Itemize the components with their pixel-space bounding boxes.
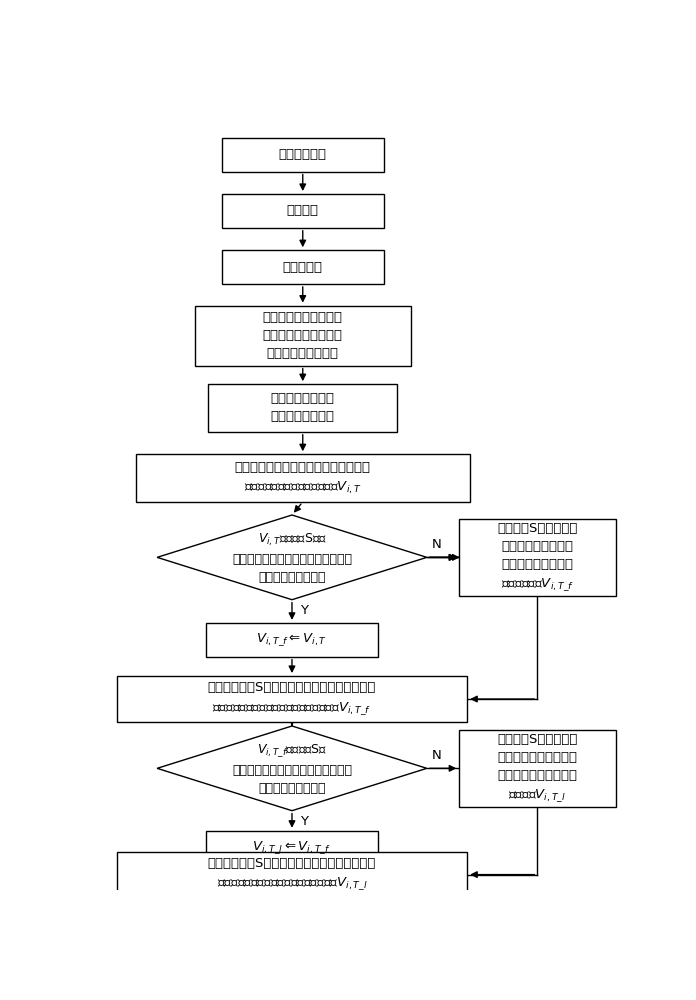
Text: $V_{i,T\_l}\Leftarrow V_{i,T\_f}$: $V_{i,T\_l}\Leftarrow V_{i,T\_f}$: [253, 839, 331, 856]
Polygon shape: [157, 515, 427, 600]
FancyBboxPatch shape: [117, 852, 467, 898]
Text: 译码处理: 译码处理: [287, 204, 319, 217]
FancyBboxPatch shape: [459, 730, 615, 807]
Text: Y: Y: [300, 604, 308, 617]
Text: N: N: [432, 749, 442, 762]
Text: 根据基于S曲线加减速
控制的相邻两段轨迹
中的前段轨迹的路径
长度约束计算$V_{i,T\_f}$: 根据基于S曲线加减速 控制的相邻两段轨迹 中的前段轨迹的路径 长度约束计算$V_…: [497, 522, 578, 593]
Text: 确定相邻两段轨迹衔接
模型，获取待加工相邻
两段轨迹的运动参数: 确定相邻两段轨迹衔接 模型，获取待加工相邻 两段轨迹的运动参数: [263, 311, 342, 360]
Text: 计算在加速度、弓高误差、指令进给速
度和拐角约束条件下衔接点速度$V_{i,T}$: 计算在加速度、弓高误差、指令进给速 度和拐角约束条件下衔接点速度$V_{i,T}…: [235, 461, 371, 496]
FancyBboxPatch shape: [195, 306, 411, 366]
Text: $V_{i,T\_f}\Leftarrow V_{i,T}$: $V_{i,T\_f}\Leftarrow V_{i,T}$: [256, 631, 328, 648]
FancyBboxPatch shape: [117, 676, 467, 722]
Text: 得到满足基于S曲线加减速控制的相邻两段轨迹
中的前段轨迹的路径长度约束的衔接点速度$V_{i,T\_f}$: 得到满足基于S曲线加减速控制的相邻两段轨迹 中的前段轨迹的路径长度约束的衔接点速…: [208, 681, 376, 717]
Text: 计算待加工相邻两
段轨迹的路径长度: 计算待加工相邻两 段轨迹的路径长度: [271, 392, 335, 423]
Text: 译码缓冲区: 译码缓冲区: [283, 261, 323, 274]
Text: $V_{i,T\_f}$满足基于S曲
线加减速控制的相邻两段轨迹中的后
段轨迹路径长度约束: $V_{i,T\_f}$满足基于S曲 线加减速控制的相邻两段轨迹中的后 段轨迹路…: [232, 742, 352, 795]
FancyBboxPatch shape: [206, 623, 379, 657]
Text: 根据基于S曲线加减速
控制的相邻两段轨迹中
的后段轨迹的路径长度
约束计算$V_{i,T\_l}$: 根据基于S曲线加减速 控制的相邻两段轨迹中 的后段轨迹的路径长度 约束计算$V_…: [497, 733, 578, 804]
Text: 得到满足基于S曲线加减速控制的相邻两段轨迹
中的后段轨迹路径长度约束的衔接点速度$V_{i,T\_l}$: 得到满足基于S曲线加减速控制的相邻两段轨迹 中的后段轨迹路径长度约束的衔接点速度…: [208, 857, 376, 892]
Text: $V_{i,T}$满足基于S曲线
加减速控制的相邻两段轨迹中的前段
轨迹的路径长度约束: $V_{i,T}$满足基于S曲线 加减速控制的相邻两段轨迹中的前段 轨迹的路径长…: [232, 531, 352, 584]
FancyBboxPatch shape: [136, 454, 470, 502]
FancyBboxPatch shape: [459, 519, 615, 596]
Polygon shape: [157, 726, 427, 811]
FancyBboxPatch shape: [222, 138, 383, 172]
FancyBboxPatch shape: [208, 384, 397, 432]
FancyBboxPatch shape: [206, 831, 379, 865]
FancyBboxPatch shape: [222, 250, 383, 284]
Text: 数控代码程序: 数控代码程序: [279, 148, 326, 161]
FancyBboxPatch shape: [222, 194, 383, 228]
Text: N: N: [432, 538, 442, 551]
Text: Y: Y: [300, 815, 308, 828]
